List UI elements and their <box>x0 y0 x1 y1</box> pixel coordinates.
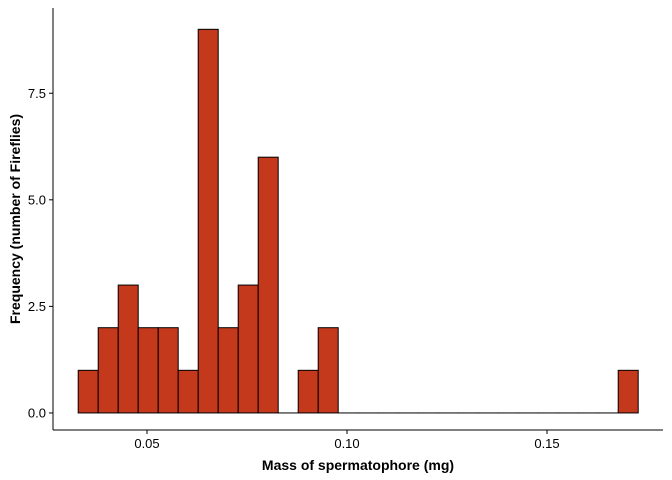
y-tick-label: 5.0 <box>28 192 46 207</box>
histogram-bar <box>297 369 319 414</box>
histogram-bar <box>137 327 159 414</box>
histogram-bar <box>197 28 219 414</box>
x-tick-label: 0.05 <box>134 436 159 451</box>
histogram-bar <box>617 369 639 414</box>
histogram-bar <box>177 369 199 414</box>
histogram-bar <box>117 284 139 414</box>
histogram-bar <box>317 327 339 414</box>
y-axis-ticks: 0.0 2.5 5.0 7.5 <box>28 86 53 420</box>
histogram-bar <box>97 327 119 414</box>
y-tick-label: 2.5 <box>28 299 46 314</box>
x-tick-label: 0.15 <box>534 436 559 451</box>
histogram-bar <box>77 369 99 414</box>
histogram-bar <box>217 327 239 414</box>
x-tick-label: 0.10 <box>334 436 359 451</box>
y-tick-label: 7.5 <box>28 86 46 101</box>
histogram-bar <box>237 284 259 414</box>
x-axis-title: Mass of spermatophore (mg) <box>262 457 454 473</box>
histogram-bar <box>257 156 279 414</box>
y-tick-label: 0.0 <box>28 405 46 420</box>
x-axis-ticks: 0.05 0.10 0.15 <box>134 430 560 451</box>
histogram-bars <box>77 28 639 414</box>
histogram-bar <box>157 327 179 414</box>
y-axis-title: Frequency (number of Fireflies) <box>7 114 23 324</box>
